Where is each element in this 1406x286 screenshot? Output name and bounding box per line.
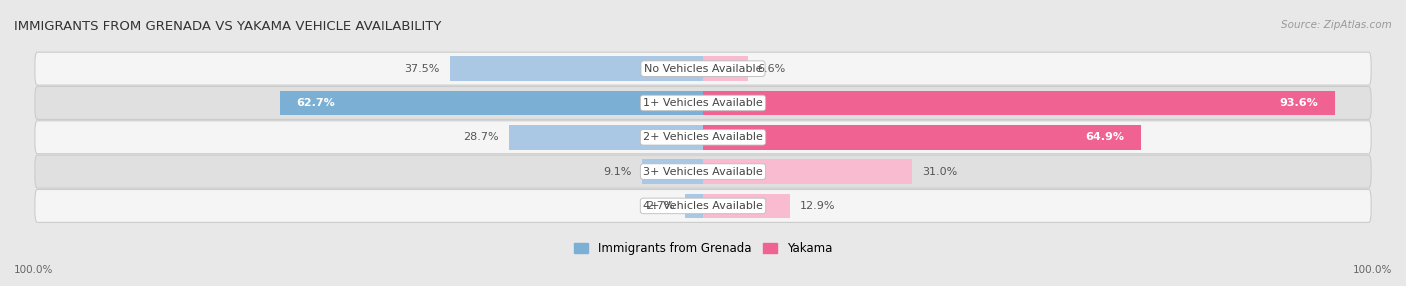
Bar xyxy=(703,56,748,81)
Text: 37.5%: 37.5% xyxy=(405,64,440,74)
Text: 4+ Vehicles Available: 4+ Vehicles Available xyxy=(643,201,763,211)
Text: 93.6%: 93.6% xyxy=(1279,98,1317,108)
Bar xyxy=(703,159,912,184)
FancyBboxPatch shape xyxy=(35,189,1371,223)
Text: 12.9%: 12.9% xyxy=(800,201,835,211)
Bar xyxy=(450,56,703,81)
Bar xyxy=(641,159,703,184)
Text: 64.9%: 64.9% xyxy=(1085,132,1125,142)
Text: 2+ Vehicles Available: 2+ Vehicles Available xyxy=(643,132,763,142)
Bar xyxy=(703,125,1142,150)
Text: No Vehicles Available: No Vehicles Available xyxy=(644,64,762,74)
Text: 31.0%: 31.0% xyxy=(922,167,957,176)
Text: 2.7%: 2.7% xyxy=(647,201,675,211)
Text: 6.6%: 6.6% xyxy=(758,64,786,74)
FancyBboxPatch shape xyxy=(35,52,1371,85)
Bar xyxy=(703,194,790,218)
Text: 62.7%: 62.7% xyxy=(297,98,336,108)
Bar xyxy=(280,91,703,115)
Text: 3+ Vehicles Available: 3+ Vehicles Available xyxy=(643,167,763,176)
Text: 100.0%: 100.0% xyxy=(14,265,53,275)
Bar xyxy=(703,91,1334,115)
Text: 1+ Vehicles Available: 1+ Vehicles Available xyxy=(643,98,763,108)
Bar xyxy=(509,125,703,150)
Text: 28.7%: 28.7% xyxy=(464,132,499,142)
FancyBboxPatch shape xyxy=(35,86,1371,120)
Text: 9.1%: 9.1% xyxy=(603,167,631,176)
Legend: Immigrants from Grenada, Yakama: Immigrants from Grenada, Yakama xyxy=(569,238,837,260)
Text: IMMIGRANTS FROM GRENADA VS YAKAMA VEHICLE AVAILABILITY: IMMIGRANTS FROM GRENADA VS YAKAMA VEHICL… xyxy=(14,20,441,33)
FancyBboxPatch shape xyxy=(35,155,1371,188)
Text: 100.0%: 100.0% xyxy=(1353,265,1392,275)
Text: Source: ZipAtlas.com: Source: ZipAtlas.com xyxy=(1281,20,1392,30)
FancyBboxPatch shape xyxy=(35,121,1371,154)
Bar xyxy=(685,194,703,218)
